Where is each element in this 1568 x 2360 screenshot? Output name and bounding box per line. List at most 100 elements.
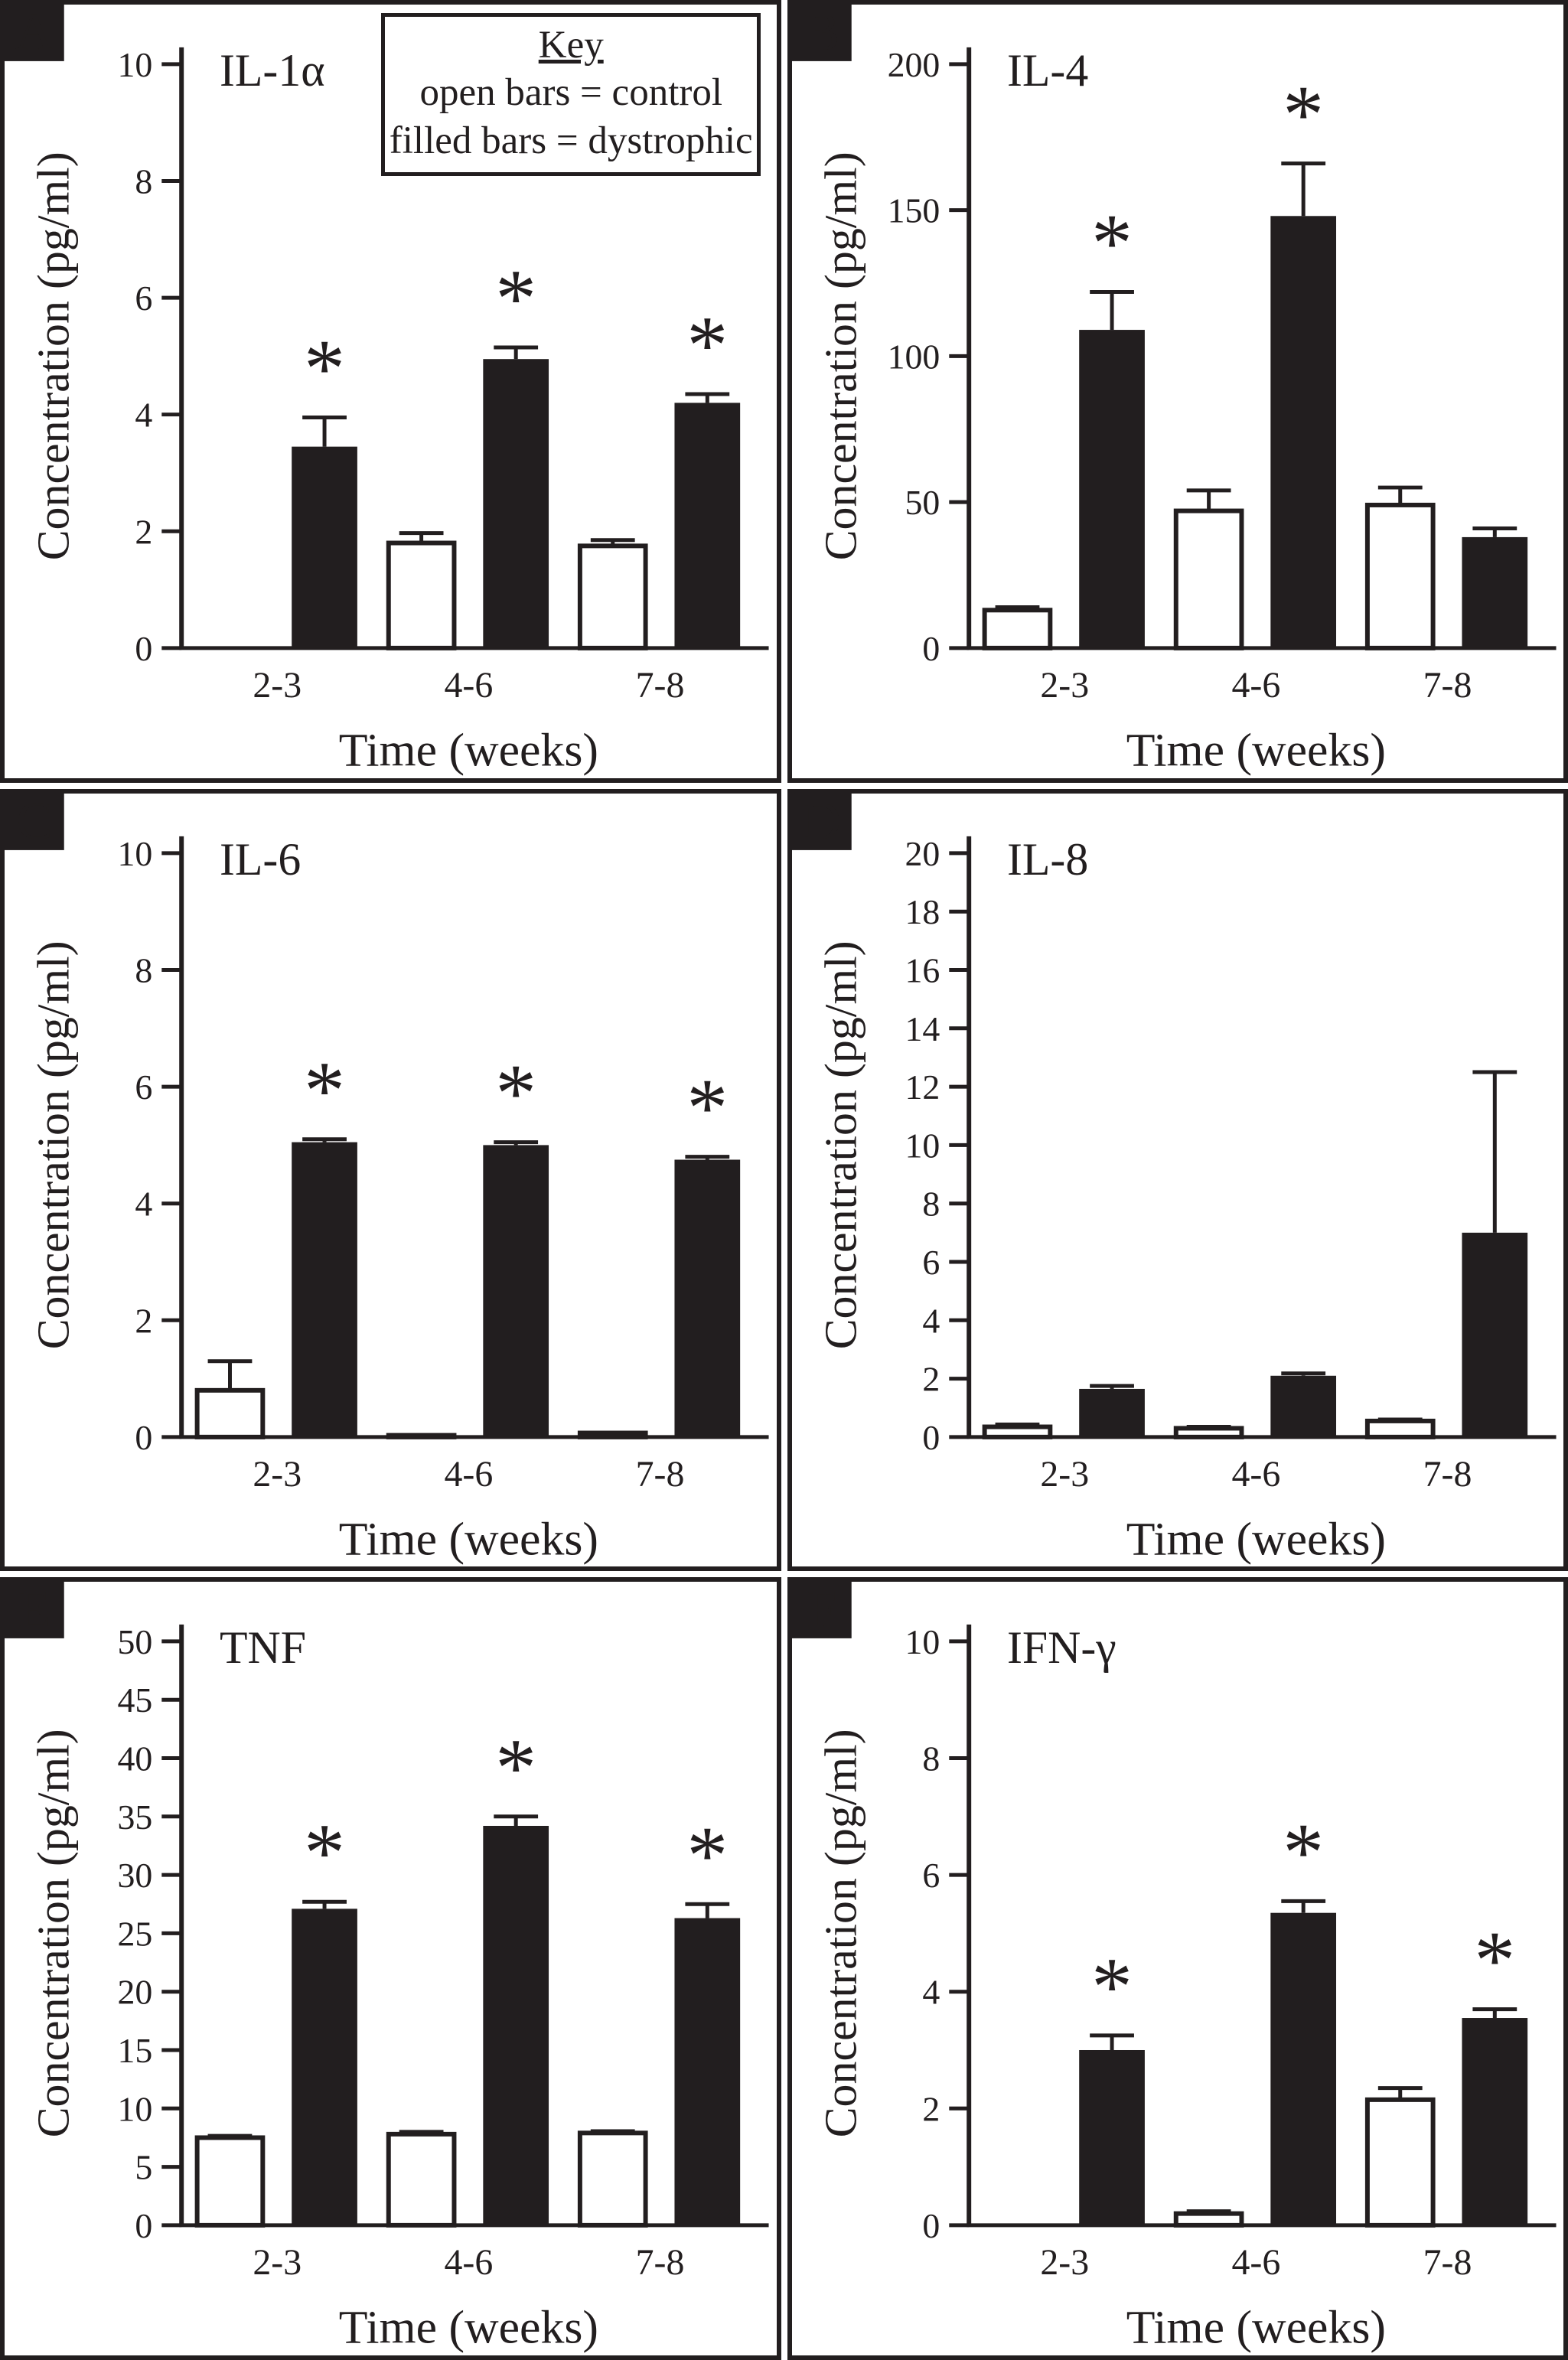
bar-dystrophic-4-6 xyxy=(483,1826,549,2226)
x-axis-title: Time (weeks) xyxy=(339,1513,598,1565)
bar-dystrophic-4-6 xyxy=(1270,1913,1336,2226)
y-tick-label: 8 xyxy=(922,1739,940,1778)
y-tick-label: 2 xyxy=(135,1301,152,1340)
x-axis-title: Time (weeks) xyxy=(339,725,598,777)
bar-control-2-3 xyxy=(982,608,1052,650)
y-axis-title: Concentration (pg/ml) xyxy=(28,940,79,1349)
panel-letter: F xyxy=(807,1582,836,1639)
bar-dystrophic-2-3 xyxy=(1078,330,1145,648)
y-tick-label: 100 xyxy=(887,337,940,376)
y-tick-label: 10 xyxy=(118,45,153,84)
panel-d: 0 2 4 6 8 10 12 14 16 18 20 Concentration (pg/ml) IL… xyxy=(787,788,1568,1572)
y-tick-label: 6 xyxy=(135,1068,152,1107)
bar-dystrophic-2-3 xyxy=(1078,1388,1145,1437)
y-tick-label: 50 xyxy=(905,483,940,522)
y-tick-label: 12 xyxy=(905,1068,940,1107)
bar-control-7-8 xyxy=(577,1430,648,1439)
x-tick-label: 2-3 xyxy=(253,665,302,706)
x-axis-title: Time (weeks) xyxy=(1126,725,1385,777)
chart-title: TNF xyxy=(220,1622,306,1673)
panel-letter-box xyxy=(791,1582,852,1639)
y-tick-label: 4 xyxy=(922,1301,940,1340)
bar-control-7-8 xyxy=(1364,2098,1436,2228)
significance-asterisk-dystrophic-2-3: * xyxy=(304,323,345,414)
y-tick-label: 0 xyxy=(922,1417,940,1456)
bar-control-7-8 xyxy=(577,2130,648,2228)
significance-asterisk-dystrophic-7-8: * xyxy=(686,300,728,391)
y-tick-label: 0 xyxy=(135,629,152,668)
panel-letter-box xyxy=(791,793,852,850)
y-tick-label: 10 xyxy=(905,1622,940,1661)
legend-key-dystrophic-line: filled bars = dystrophic xyxy=(389,119,753,162)
y-tick-label: 6 xyxy=(922,1243,940,1282)
panel-letter-box xyxy=(5,5,64,61)
x-tick-label: 2-3 xyxy=(1040,2242,1089,2283)
panel-letter: C xyxy=(17,794,53,851)
significance-asterisk-dystrophic-7-8: * xyxy=(1474,1915,1515,2006)
x-tick-label: 7-8 xyxy=(1423,1453,1472,1494)
panel-letter-box xyxy=(791,5,852,61)
y-tick-label: 4 xyxy=(922,1973,940,2012)
bar-dystrophic-7-8 xyxy=(1461,2018,1527,2226)
bar-dystrophic-4-6 xyxy=(1270,1375,1336,1437)
significance-asterisk-dystrophic-2-3: * xyxy=(304,1045,345,1136)
y-tick-label: 18 xyxy=(905,892,940,931)
bar-control-4-6 xyxy=(386,1433,457,1439)
y-tick-label: 0 xyxy=(135,1417,152,1456)
x-tick-label: 7-8 xyxy=(636,1453,685,1494)
y-tick-label: 14 xyxy=(905,1009,940,1048)
bar-dystrophic-7-8 xyxy=(1461,536,1527,648)
legend-key-control-line: open bars = control xyxy=(419,71,723,115)
panel-letter: B xyxy=(804,5,839,62)
significance-asterisk-dystrophic-4-6: * xyxy=(1283,70,1324,161)
bar-control-7-8 xyxy=(1364,502,1436,650)
y-axis-title: Concentration (pg/ml) xyxy=(815,1729,865,2138)
panel-letter: D xyxy=(802,794,840,851)
x-tick-label: 4-6 xyxy=(1231,2242,1280,2283)
bar-control-4-6 xyxy=(386,540,457,650)
bar-dystrophic-7-8 xyxy=(674,403,741,648)
chart-c: 0 2 4 6 8 10 Concentration (pg/ml) IL-6 2-3 * 4-6 *… xyxy=(5,793,769,1565)
significance-asterisk-dystrophic-4-6: * xyxy=(495,1048,536,1139)
y-tick-label: 8 xyxy=(922,1184,940,1223)
x-tick-label: 7-8 xyxy=(1423,665,1472,706)
y-tick-label: 0 xyxy=(922,2206,940,2245)
bar-dystrophic-2-3 xyxy=(292,446,357,648)
panel-f: 0 2 4 6 8 10 Concentration (pg/ml) IFN-γ 2-3 * 4-6… xyxy=(787,1577,1568,2360)
bar-control-4-6 xyxy=(1173,508,1244,650)
y-axis-title: Concentration (pg/ml) xyxy=(815,152,865,560)
y-tick-label: 10 xyxy=(905,1126,940,1165)
x-tick-label: 2-3 xyxy=(253,1453,302,1494)
y-tick-label: 8 xyxy=(135,161,152,200)
bar-dystrophic-4-6 xyxy=(483,359,549,648)
bar-control-2-3 xyxy=(982,1424,1052,1439)
significance-asterisk-dystrophic-4-6: * xyxy=(495,1723,536,1814)
bar-control-4-6 xyxy=(1173,1426,1244,1439)
chart-e: 0 5 10 15 20 25 30 35 40 45 50 Concentration (pg/ml… xyxy=(5,1582,769,2354)
chart-title: IL-6 xyxy=(220,833,301,884)
y-tick-label: 30 xyxy=(118,1856,153,1895)
chart-a: 0 2 4 6 8 10 Concentration (pg/ml) IL-1α 2-3 * 4-6… xyxy=(5,5,769,777)
y-tick-label: 4 xyxy=(135,1184,152,1223)
bar-control-2-3 xyxy=(194,1387,266,1439)
y-tick-label: 40 xyxy=(118,1739,153,1778)
y-tick-label: 25 xyxy=(118,1915,153,1954)
significance-asterisk-dystrophic-4-6: * xyxy=(495,253,536,344)
panel-e: 0 5 10 15 20 25 30 35 40 45 50 Concentration (pg/ml… xyxy=(0,1577,781,2360)
y-tick-label: 2 xyxy=(922,2090,940,2129)
x-tick-label: 2-3 xyxy=(1040,665,1089,706)
chart-b: 0 50 100 150 200 Concentration (pg/ml) IL-4 2-3… xyxy=(791,5,1557,777)
significance-asterisk-dystrophic-2-3: * xyxy=(304,1807,345,1899)
x-axis-title: Time (weeks) xyxy=(1126,1513,1385,1565)
panel-letter: E xyxy=(18,1582,51,1639)
x-tick-label: 4-6 xyxy=(1231,665,1280,706)
significance-asterisk-dystrophic-2-3: * xyxy=(1091,197,1133,288)
y-tick-label: 20 xyxy=(118,1973,153,2012)
y-tick-label: 2 xyxy=(922,1359,940,1398)
bar-dystrophic-7-8 xyxy=(674,1918,741,2226)
y-tick-label: 8 xyxy=(135,950,152,989)
chart-f: 0 2 4 6 8 10 Concentration (pg/ml) IFN-γ 2-3 * 4-6… xyxy=(791,1582,1557,2354)
x-tick-label: 7-8 xyxy=(636,2242,685,2283)
bar-dystrophic-2-3 xyxy=(292,1909,357,2226)
